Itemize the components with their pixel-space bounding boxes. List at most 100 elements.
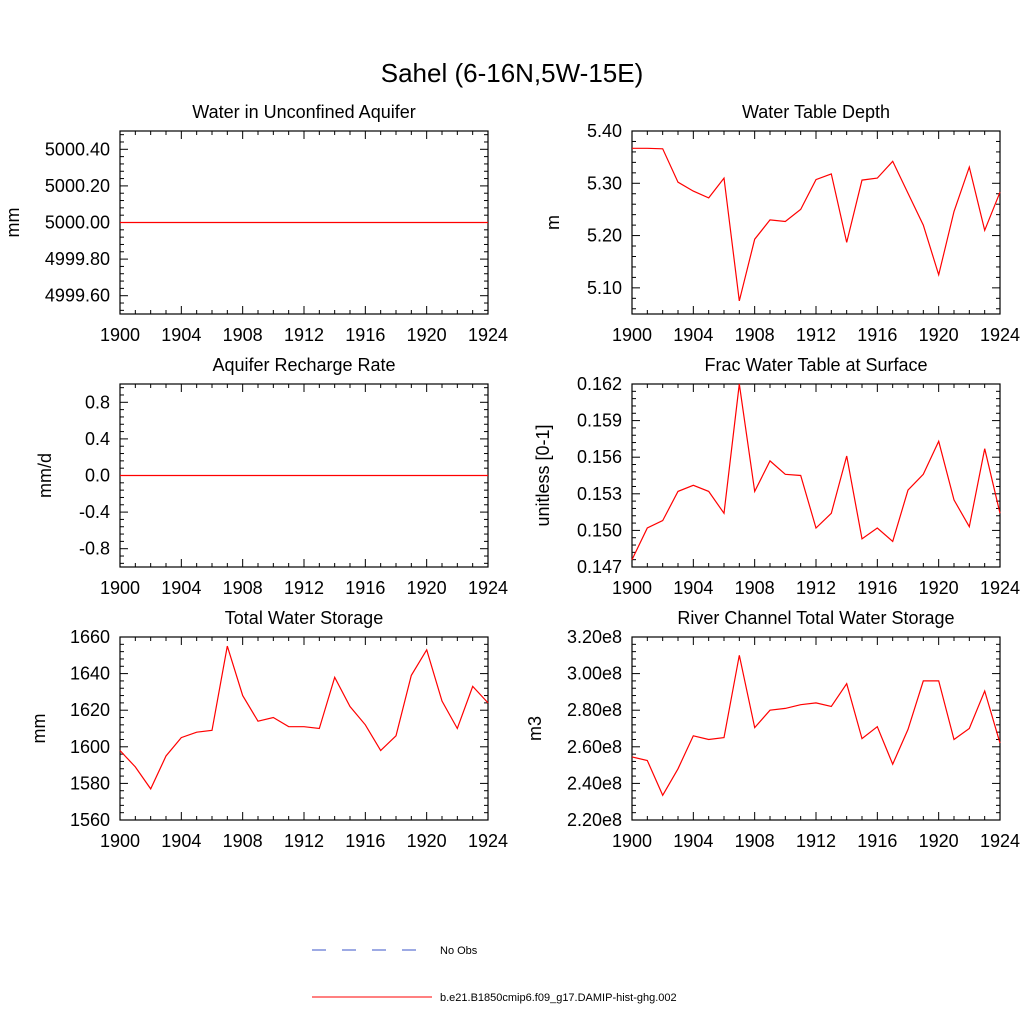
- y-tick-label: 5000.00: [45, 213, 110, 233]
- x-tick-label: 1900: [100, 831, 140, 851]
- y-tick-label: 5.10: [587, 278, 622, 298]
- chart-panel-4: Frac Water Table at Surface unitless [0-1…: [533, 355, 1020, 598]
- legend: No Obs b.e21.B1850cmip6.f09_g17.DAMIP-his…: [312, 945, 677, 1004]
- x-tick-label: 1908: [735, 325, 775, 345]
- x-tick-label: 1904: [161, 325, 201, 345]
- plot-frame: [119, 636, 489, 821]
- y-tick-label: 5000.40: [45, 139, 110, 159]
- y-tick-label: 0.159: [577, 411, 622, 431]
- x-tick-label: 1900: [100, 578, 140, 598]
- x-tick-label: 1916: [857, 578, 897, 598]
- x-tick-label: 1912: [284, 831, 324, 851]
- chart-panel-3: Aquifer Recharge Rate mm/d 1900 1904 1908 191…: [35, 355, 508, 598]
- y-axis-label: unitless [0-1]: [533, 424, 553, 526]
- y-tick-label: 2.20e8: [567, 810, 622, 830]
- x-tick-label: 1924: [468, 325, 508, 345]
- y-axis-label: m: [543, 215, 563, 230]
- y-tick-label: 0.162: [577, 374, 622, 394]
- panel-title: Frac Water Table at Surface: [704, 355, 927, 375]
- y-axis-label: mm/d: [35, 453, 55, 498]
- x-tick-label: 1912: [796, 831, 836, 851]
- y-tick-label: 1600: [70, 737, 110, 757]
- series-line: [119, 645, 489, 791]
- y-tick-label: 0.8: [85, 392, 110, 412]
- y-tick-label: 2.60e8: [567, 737, 622, 757]
- y-axis-label: m3: [525, 716, 545, 741]
- x-tick-label: 1904: [673, 578, 713, 598]
- x-tick-label: 1908: [223, 325, 263, 345]
- y-tick-label: 0.156: [577, 447, 622, 467]
- x-tick-label: 1920: [407, 831, 447, 851]
- y-tick-label: 4999.60: [45, 286, 110, 306]
- x-tick-label: 1916: [857, 831, 897, 851]
- x-tick-label: 1900: [612, 578, 652, 598]
- y-tick-label: 5.20: [587, 226, 622, 246]
- x-tick-label: 1900: [100, 325, 140, 345]
- y-axis-label: mm: [29, 714, 49, 744]
- x-tick-label: 1912: [796, 325, 836, 345]
- figure-title: Sahel (6-16N,5W-15E): [381, 58, 644, 88]
- x-tick-label: 1920: [407, 578, 447, 598]
- y-tick-label: 2.80e8: [567, 700, 622, 720]
- x-tick-label: 1908: [735, 831, 775, 851]
- x-tick-label: 1904: [161, 831, 201, 851]
- legend-label: b.e21.B1850cmip6.f09_g17.DAMIP-hist-ghg.…: [440, 992, 677, 1004]
- y-tick-label: 1660: [70, 627, 110, 647]
- x-tick-label: 1916: [345, 578, 385, 598]
- x-tick-label: 1900: [612, 325, 652, 345]
- y-tick-label: 0.4: [85, 429, 110, 449]
- y-tick-label: 0.0: [85, 466, 110, 486]
- chart-panels: Water in Unconfined Aquifer mm 1900 1904 190…: [3, 102, 1020, 851]
- x-tick-label: 1924: [980, 325, 1020, 345]
- x-tick-label: 1920: [919, 578, 959, 598]
- legend-label: No Obs: [440, 945, 478, 957]
- series-line: [631, 383, 1001, 560]
- chart-panel-5: Total Water Storage mm 1900 1904 1908 1912 191…: [29, 608, 508, 851]
- series-line: [632, 147, 1001, 302]
- x-tick-label: 1904: [673, 325, 713, 345]
- y-tick-label: 1620: [70, 700, 110, 720]
- x-tick-label: 1924: [980, 578, 1020, 598]
- x-tick-label: 1920: [919, 325, 959, 345]
- chart-panel-6: River Channel Total Water Storage m3 1900 1…: [525, 608, 1020, 851]
- series-line: [631, 655, 1001, 797]
- plot-frame: [631, 130, 1001, 315]
- y-tick-label: 3.20e8: [567, 627, 622, 647]
- panel-title: Water Table Depth: [742, 102, 890, 122]
- x-tick-label: 1924: [980, 831, 1020, 851]
- y-tick-label: 5.30: [587, 173, 622, 193]
- x-tick-label: 1908: [735, 578, 775, 598]
- plot-frame: [631, 636, 1001, 821]
- y-axis-label: mm: [3, 208, 23, 238]
- y-tick-label: 1560: [70, 810, 110, 830]
- chart-panel-2: Water Table Depth m 1900 1904 1908 1912 1916 19…: [543, 102, 1020, 345]
- x-tick-label: 1916: [345, 831, 385, 851]
- y-tick-label: 1580: [70, 773, 110, 793]
- y-tick-label: 3.00e8: [567, 664, 622, 684]
- x-tick-label: 1912: [796, 578, 836, 598]
- x-tick-label: 1912: [284, 578, 324, 598]
- y-tick-label: 1640: [70, 664, 110, 684]
- y-tick-label: 2.40e8: [567, 773, 622, 793]
- x-tick-label: 1912: [284, 325, 324, 345]
- chart-panel-1: Water in Unconfined Aquifer mm 1900 1904 190…: [3, 102, 508, 345]
- y-tick-label: 0.150: [577, 520, 622, 540]
- x-tick-label: 1924: [468, 578, 508, 598]
- panel-title: River Channel Total Water Storage: [677, 608, 954, 628]
- x-tick-label: 1920: [407, 325, 447, 345]
- x-tick-label: 1904: [673, 831, 713, 851]
- y-tick-label: 5000.20: [45, 176, 110, 196]
- panel-title: Aquifer Recharge Rate: [212, 355, 395, 375]
- x-tick-label: 1908: [223, 831, 263, 851]
- panel-title: Water in Unconfined Aquifer: [192, 102, 415, 122]
- y-tick-label: 5.40: [587, 121, 622, 141]
- x-tick-label: 1904: [161, 578, 201, 598]
- y-tick-label: -0.4: [79, 502, 110, 522]
- panel-title: Total Water Storage: [225, 608, 383, 628]
- x-tick-label: 1900: [612, 831, 652, 851]
- x-tick-label: 1924: [468, 831, 508, 851]
- x-tick-label: 1916: [345, 325, 385, 345]
- y-tick-label: -0.8: [79, 539, 110, 559]
- y-tick-label: 0.147: [577, 557, 622, 577]
